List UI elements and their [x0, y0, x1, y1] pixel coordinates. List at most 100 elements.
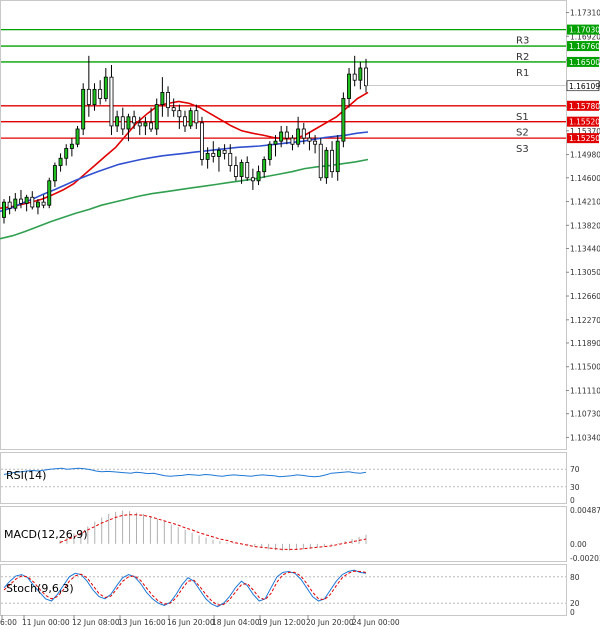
candle-body	[188, 110, 193, 127]
level-label-r1: R1	[516, 68, 529, 79]
rsi-title: RSI(14)	[6, 469, 46, 482]
level-price-box	[567, 116, 599, 127]
price-tick-label: 1.16920	[570, 32, 600, 41]
candle-body	[267, 143, 272, 160]
stoch-tick-label: 20	[570, 599, 580, 608]
level-price-label: 1.15520	[569, 118, 600, 127]
price-tick-label: 1.10340	[570, 433, 600, 442]
level-price-label: 1.16760	[569, 42, 600, 51]
candle-body	[211, 152, 216, 157]
candle-body	[194, 110, 199, 124]
candle-body	[341, 98, 346, 142]
level-label-r3: R3	[516, 36, 529, 47]
level-price-box	[567, 41, 599, 52]
price-panel: 1.173101.169201.165301.161401.157601.153…	[0, 9, 600, 442]
candle-body	[154, 104, 159, 130]
candle-body	[245, 162, 250, 179]
candle-body	[228, 152, 233, 166]
candle-body	[64, 148, 69, 159]
current-price-box	[566, 80, 600, 92]
candle-body	[284, 131, 289, 139]
price-panel-frame	[0, 0, 567, 450]
candle-body	[307, 137, 312, 142]
candle-body	[103, 76, 108, 99]
macd-title: MACD(12,26,9)	[4, 528, 88, 541]
candle-body	[177, 110, 182, 118]
candle-body	[47, 180, 52, 206]
candle-body	[149, 122, 154, 130]
candle-body	[132, 116, 137, 124]
candle-body	[120, 116, 125, 130]
candle-body	[24, 196, 29, 204]
candle-body	[109, 76, 114, 127]
rsi-line	[3, 467, 367, 478]
candle-body	[216, 149, 221, 157]
price-tick-label: 1.15370	[570, 127, 600, 136]
candle-body	[183, 116, 187, 127]
candle-body	[160, 92, 165, 105]
x-tick-label: 18 Jun 04:00	[212, 618, 260, 627]
price-tick-label: 1.11500	[570, 363, 600, 372]
candle-body	[137, 122, 142, 127]
level-price-label: 1.15780	[569, 102, 600, 111]
price-tick-label: 1.17310	[570, 9, 600, 18]
candle-body	[290, 137, 295, 145]
candle-body	[19, 198, 23, 204]
candle-body	[296, 128, 301, 145]
level-price-label: 1.16500	[569, 58, 600, 67]
candle-body	[98, 88, 103, 99]
price-tick-label: 1.13440	[570, 244, 600, 253]
stoch-title: Stoch(9,6,3)	[6, 582, 74, 595]
candle-body	[58, 157, 63, 166]
macd-panel: 0.00487 0.00 -0.002037	[59, 506, 600, 563]
candle-body	[239, 162, 244, 177]
price-tick-label: 1.11890	[570, 339, 600, 348]
candle-body	[256, 171, 261, 182]
stoch-line	[3, 570, 367, 606]
candle-body	[41, 201, 46, 206]
rsi-tick-label: 0	[570, 496, 575, 505]
price-tick-label: 1.14600	[570, 174, 600, 183]
price-tick-label: 1.10730	[570, 410, 600, 419]
rsi-panel-frame	[0, 452, 567, 504]
candle-body	[126, 116, 131, 130]
candle-body	[143, 122, 148, 127]
x-tick-label: 12 Jun 08:00	[72, 618, 120, 627]
price-tick-label: 1.14980	[570, 151, 600, 160]
candle-body	[75, 128, 80, 145]
x-tick-label: 16 Jun 20:00	[167, 618, 215, 627]
rsi-panel: 70 30 0	[1, 465, 580, 505]
level-label-s1: S1	[516, 112, 529, 123]
rsi-tick-label: 70	[570, 465, 580, 474]
candle-body	[81, 88, 86, 130]
current-price-label: 1.16109	[569, 82, 600, 91]
stochastic-panel: 80 200	[1, 569, 580, 617]
candle-body	[358, 67, 363, 81]
macd-tick-label: 0.00	[570, 540, 587, 549]
rsi-tick-label: 30	[570, 483, 580, 492]
candle-body	[273, 140, 278, 145]
candle-body	[13, 198, 18, 209]
candle-body	[2, 201, 6, 218]
level-label-s2: S2	[516, 128, 529, 139]
macd-panel-frame	[0, 506, 567, 562]
stoch-tick-label: 80	[570, 573, 580, 582]
candle-body	[250, 177, 255, 182]
candle-body	[313, 140, 318, 145]
price-tick-label: 1.13050	[570, 268, 600, 277]
candle-body	[69, 143, 74, 149]
candle-body	[324, 149, 329, 179]
candle-body	[330, 149, 335, 173]
candle-body	[171, 107, 176, 112]
level-price-label: 1.15250	[569, 134, 600, 143]
candle-body	[301, 128, 306, 139]
candle-body	[7, 201, 12, 209]
stoch-panel-frame	[0, 564, 567, 616]
candle-body	[205, 152, 210, 160]
candle-body	[86, 88, 91, 105]
candle-body	[166, 92, 170, 109]
x-tick-label: 11 Jun 00:00	[22, 618, 70, 627]
candle-body	[52, 165, 57, 182]
